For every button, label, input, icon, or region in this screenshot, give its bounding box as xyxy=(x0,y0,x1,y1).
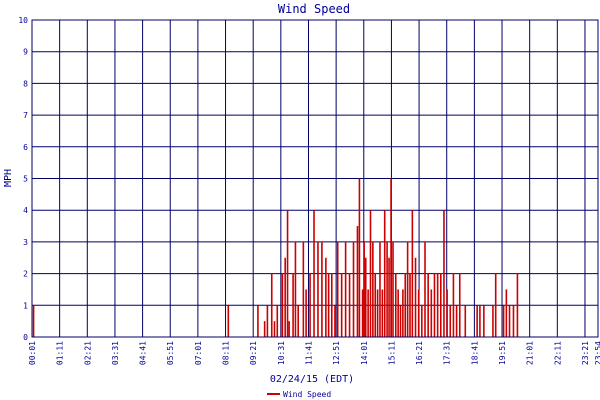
x-tick-label: 23:21 xyxy=(581,341,590,365)
y-tick-labels: 0 1 2 3 4 5 6 7 8 9 10 xyxy=(18,16,28,342)
x-tick-label: 08:11 xyxy=(222,341,231,365)
wind-speed-bars xyxy=(32,178,519,337)
x-axis-label: 02/24/15 (EDT) xyxy=(270,374,354,385)
x-tick-labels: 00:01 01:11 02:21 03:31 04:41 05:51 07:01 08:11… xyxy=(28,341,600,365)
y-tick-label: 1 xyxy=(23,301,28,310)
chart-title: Wind Speed xyxy=(278,2,350,16)
x-tick-label: 04:41 xyxy=(139,341,148,365)
y-tick-label: 8 xyxy=(23,79,28,88)
x-tick-label: 16:21 xyxy=(415,341,424,365)
y-tick-label: 0 xyxy=(23,333,28,342)
x-tick-label: 18:41 xyxy=(470,341,479,365)
x-tick-label: 03:31 xyxy=(111,341,120,365)
x-tick-label: 02:21 xyxy=(83,341,92,365)
x-tick-label: 15:11 xyxy=(387,341,396,365)
x-tick-label: 09:21 xyxy=(249,341,258,365)
x-tick-label: 07:01 xyxy=(194,341,203,365)
x-tick-label: 00:01 xyxy=(28,341,37,365)
y-tick-label: 5 xyxy=(23,175,28,184)
y-tick-label: 6 xyxy=(23,143,28,152)
y-tick-label: 10 xyxy=(18,16,28,25)
y-tick-label: 4 xyxy=(23,206,28,215)
plot-area-border xyxy=(31,19,599,338)
x-tick-label: 10:31 xyxy=(277,341,286,365)
x-tick-label: 05:51 xyxy=(166,341,175,365)
x-tick-label: 22:11 xyxy=(553,341,562,365)
y-axis-label: MPH xyxy=(3,169,14,187)
x-tick-label: 19:51 xyxy=(498,341,507,365)
y-tick-label: 7 xyxy=(23,111,28,120)
x-tick-label: 21:01 xyxy=(526,341,535,365)
x-tick-label: 12:51 xyxy=(332,341,341,365)
legend: Wind Speed xyxy=(267,390,331,399)
x-tick-label: 17:31 xyxy=(443,341,452,365)
legend-label: Wind Speed xyxy=(283,390,331,399)
x-tick-label: 23:54 xyxy=(594,341,600,365)
x-tick-label: 11:41 xyxy=(304,341,313,365)
x-tick-label: 14:01 xyxy=(360,341,369,365)
y-tick-label: 9 xyxy=(23,48,28,57)
x-tick-label: 01:11 xyxy=(56,341,65,365)
y-tick-label: 2 xyxy=(23,270,28,279)
y-tick-label: 3 xyxy=(23,238,28,247)
